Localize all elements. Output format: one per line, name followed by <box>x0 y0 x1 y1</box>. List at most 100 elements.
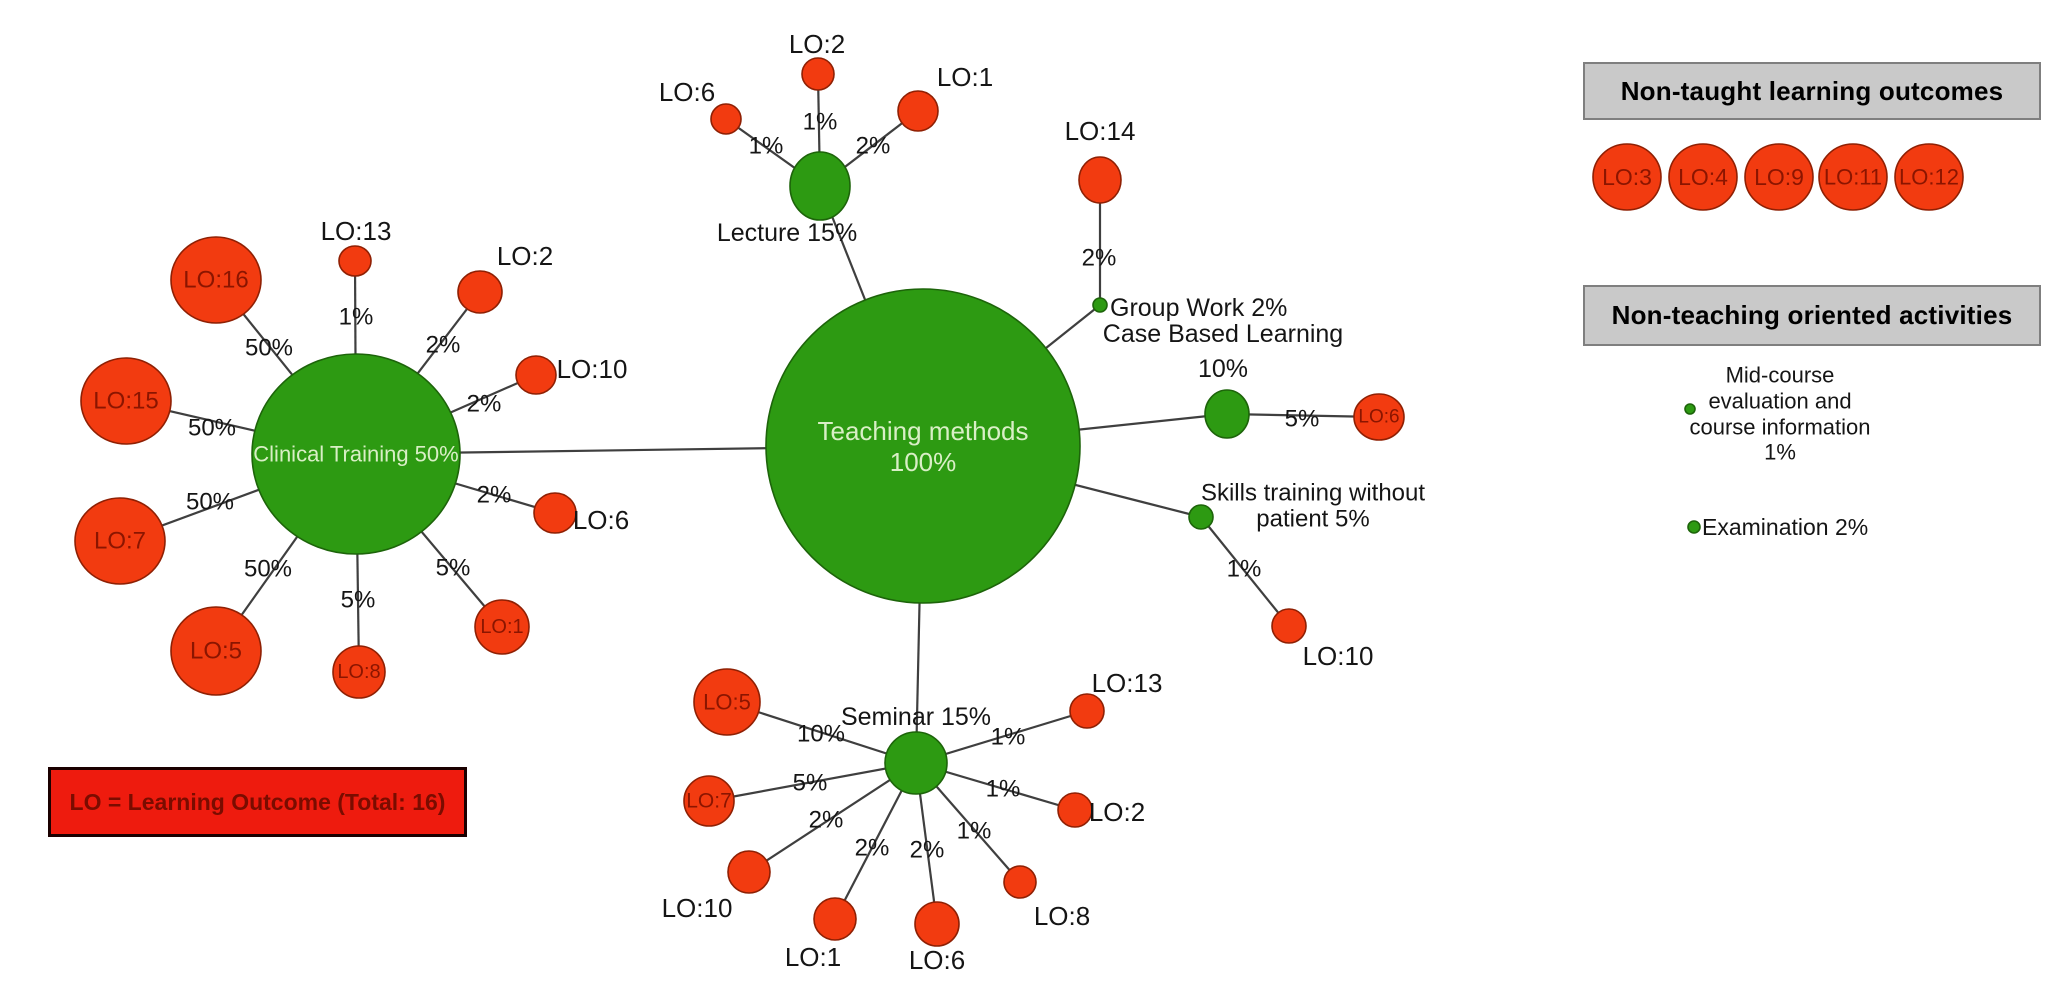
node-groupwork <box>1092 297 1108 313</box>
node-lo8_ct <box>332 645 386 699</box>
node-lo14 <box>1078 156 1122 204</box>
edge-label-seminar-lo13_sem: 1% <box>991 724 1026 751</box>
node-lo10_sk <box>1271 608 1307 644</box>
node-clinical <box>251 353 461 555</box>
label-seminar: Seminar 15% <box>841 703 991 731</box>
node-lo15 <box>80 357 172 445</box>
label-lo8-seminar: LO:8 <box>1034 901 1090 931</box>
node-lo2_ct <box>457 270 503 314</box>
label-lo13-seminar: LO:13 <box>1092 668 1163 698</box>
node-lo6_sem <box>914 901 960 947</box>
edge-label-seminar-lo1_sem: 2% <box>855 835 890 862</box>
node-lo2_lec <box>801 57 835 91</box>
edge-label-seminar-lo2_sem: 1% <box>986 776 1021 803</box>
label-lo2-clinical: LO:2 <box>497 241 553 271</box>
node-lo4_p <box>1668 143 1738 211</box>
panel-header-non-taught-outcomes-text: Non-taught learning outcomes <box>1620 75 2004 106</box>
node-label-lo1_ct: LO:1 <box>480 616 523 638</box>
label-examination: Examination 2% <box>1702 514 1868 540</box>
label-cbl-line1: Case Based Learning <box>1103 320 1343 348</box>
node-lo1_ct <box>474 599 530 655</box>
label-midcourse-3: course information <box>1690 415 1871 440</box>
label-skills-line2: patient 5% <box>1256 506 1369 533</box>
node-lo16 <box>170 236 262 324</box>
node-label-lo6_cbl: LO:6 <box>1358 407 1399 428</box>
node-label-teaching: Teaching methods <box>817 416 1028 446</box>
node-label-lo11_p: LO:11 <box>1824 165 1882 190</box>
node-lo12_p <box>1894 143 1964 211</box>
panel-header-non-taught-outcomes: Non-taught learning outcomes <box>1583 62 2041 120</box>
label-midcourse-2: evaluation and <box>1708 389 1851 414</box>
node-lo11_p <box>1818 143 1888 211</box>
node-lo1_lec <box>897 90 939 132</box>
edge-label-cbl-lo6_cbl: 5% <box>1285 406 1320 433</box>
label-lecture: Lecture 15% <box>717 219 857 247</box>
edge-label-clinical-lo2_ct: 2% <box>426 332 461 359</box>
legend-lo-definition-text: LO = Learning Outcome (Total: 16) <box>69 788 446 815</box>
label-lo10-seminar: LO:10 <box>662 893 733 923</box>
edge-label-seminar-lo10_sem: 2% <box>809 807 844 834</box>
node-label-lo7_sem: LO:7 <box>686 790 732 813</box>
label-cbl-line2: 10% <box>1198 355 1248 383</box>
node-examination_dot <box>1687 520 1701 534</box>
node-label-lo8_ct: LO:8 <box>337 661 380 683</box>
node-midcourse_dot <box>1684 403 1696 415</box>
node-lo3_p <box>1592 143 1662 211</box>
label-lo1-lecture: LO:1 <box>937 62 993 92</box>
node-lo10_sem <box>727 850 771 894</box>
edge-label-seminar-lo8_sem: 1% <box>957 818 992 845</box>
node-lo8_sem <box>1003 865 1037 899</box>
edge-label-lecture-lo6_lec: 1% <box>749 133 784 160</box>
node-teaching <box>765 288 1081 604</box>
node-skills <box>1188 504 1214 530</box>
node-cbl <box>1204 389 1250 439</box>
node-label-lo7_ct: LO:7 <box>94 528 146 555</box>
edge-label-clinical-lo1_ct: 5% <box>436 555 471 582</box>
node-label-lo4_p: LO:4 <box>1678 164 1728 190</box>
edge-seminar-lo10_sem <box>748 762 917 873</box>
node-label-lo16: LO:16 <box>183 267 248 294</box>
edge-label-clinical-lo15: 50% <box>188 415 236 442</box>
node-lo7_ct <box>74 497 166 585</box>
edge-skills-lo10_sk <box>1200 516 1290 627</box>
node-label-clinical: Clinical Training 50% <box>253 442 458 467</box>
label-lo6-clinical: LO:6 <box>573 505 629 535</box>
edge-label-seminar-lo7_sem: 5% <box>793 770 828 797</box>
label-groupwork: Group Work 2% <box>1110 294 1287 322</box>
edge-label-clinical-lo13_ct: 1% <box>339 304 374 331</box>
edge-label-clinical-lo10_ct: 2% <box>467 391 502 418</box>
edge-label-clinical-lo7_ct: 50% <box>186 489 234 516</box>
edge-label-lecture-lo2_lec: 1% <box>803 109 838 136</box>
node-lo6_lec <box>710 103 742 135</box>
label-lo10-skills: LO:10 <box>1303 641 1374 671</box>
node-lo2_sem <box>1057 792 1093 828</box>
edge-label-seminar-lo6_sem: 2% <box>910 837 945 864</box>
label-lo10-clinical: LO:10 <box>557 354 628 384</box>
label-lo1-seminar: LO:1 <box>785 942 841 972</box>
edge-label-skills-lo10_sk: 1% <box>1227 556 1262 583</box>
node-sublabel-teaching: 100% <box>890 447 957 477</box>
edge-label-groupwork-lo14: 2% <box>1082 245 1117 272</box>
node-lo5_ct <box>170 606 262 696</box>
label-lo6-lecture: LO:6 <box>659 77 715 107</box>
node-lo1_sem <box>813 897 857 941</box>
node-lo5_sem <box>693 668 761 736</box>
edge-label-clinical-lo6_ct: 2% <box>477 482 512 509</box>
edge-label-clinical-lo16: 50% <box>245 335 293 362</box>
label-lo2-seminar: LO:2 <box>1089 797 1145 827</box>
label-lo6-seminar: LO:6 <box>909 945 965 975</box>
edge-label-clinical-lo8_ct: 5% <box>341 587 376 614</box>
node-label-lo12_p: LO:12 <box>1899 165 1959 190</box>
node-lo6_ct <box>533 492 577 534</box>
label-lo13-clinical: LO:13 <box>321 216 392 246</box>
edge-label-lecture-lo1_lec: 2% <box>856 133 891 160</box>
edge-label-clinical-lo5_ct: 50% <box>244 556 292 583</box>
node-lo10_ct <box>515 355 557 395</box>
node-lo13_ct <box>338 245 372 277</box>
node-lo13_sem <box>1069 693 1105 729</box>
node-label-lo5_sem: LO:5 <box>703 690 751 715</box>
edge-seminar-lo7_sem <box>708 761 917 803</box>
node-lecture <box>789 151 851 221</box>
node-label-lo3_p: LO:3 <box>1602 164 1652 190</box>
